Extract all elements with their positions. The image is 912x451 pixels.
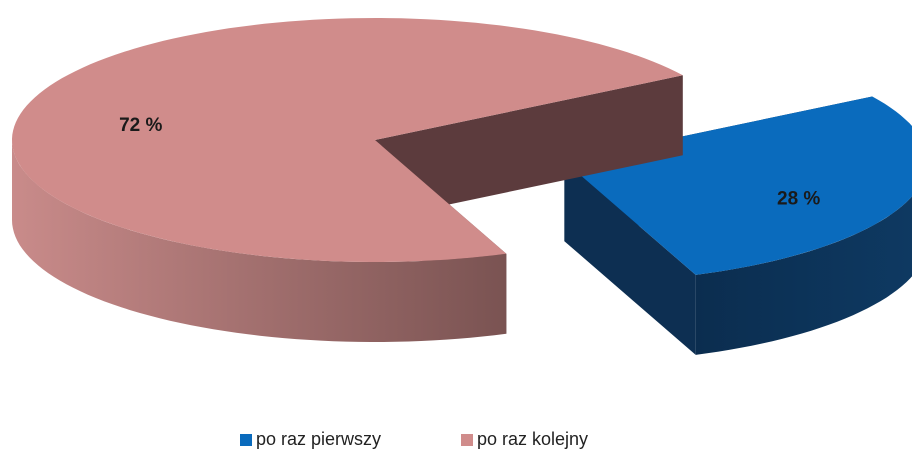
slice-wall — [695, 196, 912, 355]
data-label: 72 % — [119, 115, 162, 136]
legend-swatch — [240, 434, 252, 446]
pie-slice — [564, 96, 912, 275]
legend-swatch — [461, 434, 473, 446]
slice-side — [375, 75, 683, 220]
data-label: 28 % — [777, 188, 820, 209]
legend-label: po raz kolejny — [477, 429, 588, 449]
legend-label: po raz pierwszy — [256, 429, 381, 449]
pie-slice — [12, 18, 683, 262]
slice-side — [564, 161, 696, 355]
slice-wall — [12, 140, 507, 342]
